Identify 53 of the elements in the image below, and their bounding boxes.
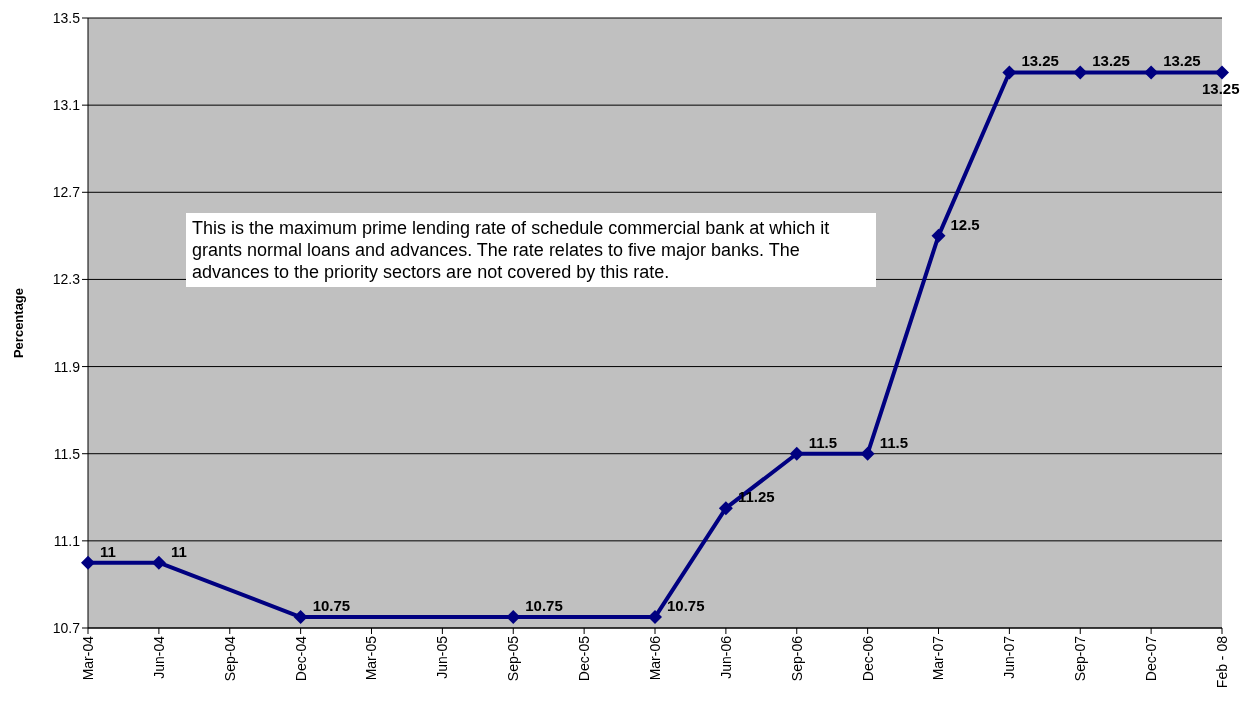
data-label: 11.5 xyxy=(879,433,908,451)
x-tick-label: Mar-04 xyxy=(79,635,96,681)
point xyxy=(506,610,521,625)
point xyxy=(1073,65,1088,80)
point xyxy=(860,446,875,461)
y-tick-label: 11.1 xyxy=(53,532,81,549)
x-tick-label: Feb - 08 xyxy=(1213,635,1230,689)
point xyxy=(81,555,95,570)
y-tick-label: 11.9 xyxy=(53,358,81,375)
x-tick-label: Dec-06 xyxy=(859,635,876,682)
data-label: 11 xyxy=(170,542,187,560)
x-tick-label: Mar-05 xyxy=(363,635,380,681)
y-tick-label: 12.3 xyxy=(52,271,81,288)
y-tick-label: 11.5 xyxy=(53,445,81,462)
data-label: 11 xyxy=(100,542,116,560)
data-label: 11.5 xyxy=(808,433,838,451)
y-axis-title: Percentage xyxy=(10,287,26,359)
point xyxy=(151,555,166,570)
x-tick-label: Mar-06 xyxy=(646,635,663,681)
x-tick-label: Dec-07 xyxy=(1143,635,1160,682)
point xyxy=(789,446,804,461)
x-tick-label: Sep-06 xyxy=(788,635,805,682)
data-label: 13.25 xyxy=(1163,52,1201,70)
data-label: 10.75 xyxy=(667,597,705,615)
data-label: 13.25 xyxy=(1092,52,1130,70)
x-tick-label: Dec-04 xyxy=(292,635,309,682)
data-label: 10.75 xyxy=(525,597,563,615)
point xyxy=(1002,65,1017,80)
y-tick-label: 12.7 xyxy=(52,184,81,201)
point xyxy=(1215,65,1229,80)
point xyxy=(648,610,662,625)
note-box: This is the maximum prime lending rate of schedule commercial bank at which it grants normal loans and advances. The rate relates to five major banks. The advances to the priority sectors are not covered by this rate. xyxy=(186,213,876,287)
x-tick-label: Jun-04 xyxy=(150,635,167,679)
data-label: 12.5 xyxy=(950,215,980,233)
point xyxy=(718,501,733,516)
x-tick-label: Sep-04 xyxy=(221,635,238,682)
point xyxy=(293,610,308,625)
data-label: 11.25 xyxy=(737,488,775,506)
x-tick-label: Jun-07 xyxy=(1001,635,1018,679)
y-tick-label: 13.1 xyxy=(52,97,81,114)
x-tick-label: Sep-07 xyxy=(1072,635,1089,682)
point xyxy=(931,228,946,243)
x-tick-label: Sep-05 xyxy=(505,635,522,682)
x-tick-label: Jun-06 xyxy=(717,635,734,679)
x-tick-label: Dec-05 xyxy=(576,635,593,682)
x-tick-label: Mar-07 xyxy=(930,635,947,681)
data-label: 10.75 xyxy=(312,597,351,615)
x-tick-label: Jun-05 xyxy=(434,635,451,679)
point xyxy=(1144,65,1159,80)
y-tick-label: 10.7 xyxy=(52,619,81,636)
y-tick-label: 13.5 xyxy=(52,9,81,26)
data-label: 13.25 xyxy=(1021,52,1059,70)
data-label: 13.25 xyxy=(1202,80,1240,98)
